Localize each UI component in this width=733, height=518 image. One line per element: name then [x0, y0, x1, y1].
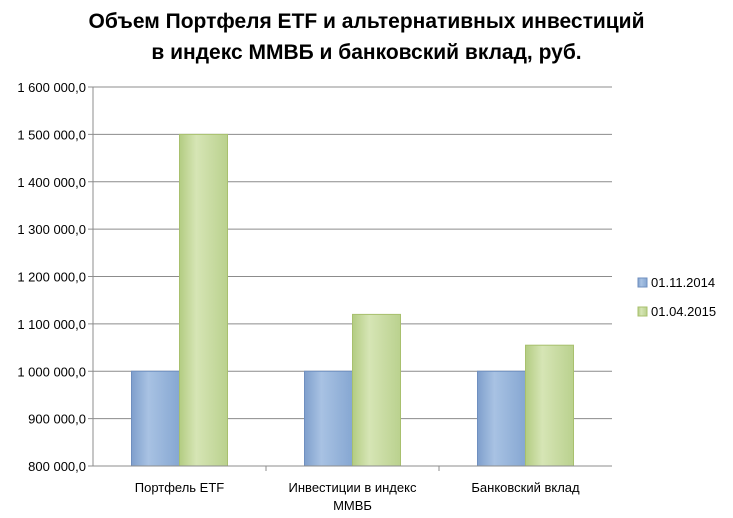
y-tick-label: 800 000,0 [28, 459, 86, 474]
bar-series-1 [477, 370, 526, 467]
legend-swatch [637, 306, 648, 317]
y-tick-label: 1 600 000,0 [17, 80, 86, 95]
bar-series-1 [304, 370, 353, 467]
x-category-label: Инвестиции в индекс [289, 480, 417, 495]
bars [131, 133, 574, 467]
chart-title-line-1: Объем Портфеля ETF и альтернативных инве… [88, 10, 645, 33]
y-tick-label: 1 300 000,0 [17, 222, 86, 237]
x-category-label: ММВБ [333, 498, 372, 513]
bar-series-2 [179, 133, 228, 467]
chart-title-line-2: в индекс ММВБ и банковский вклад, руб. [151, 41, 582, 64]
bar-series-1 [131, 370, 180, 467]
legend-label: 01.11.2014 [651, 275, 715, 290]
bar-series-2 [525, 344, 574, 467]
y-tick-label: 1 500 000,0 [17, 127, 86, 142]
x-category-label: Портфель ETF [135, 480, 225, 495]
y-tick-label: 900 000,0 [28, 412, 86, 427]
y-tick-label: 1 200 000,0 [17, 270, 86, 285]
y-tick-label: 1 400 000,0 [17, 175, 86, 190]
chart-title: Объем Портфеля ETF и альтернативных инве… [0, 6, 733, 68]
legend: 01.11.2014 01.04.2015 [637, 275, 716, 319]
legend-label: 01.04.2015 [651, 304, 716, 319]
y-tick-label: 1 000 000,0 [17, 364, 86, 379]
y-tick-label: 1 100 000,0 [17, 317, 86, 332]
x-category-label: Банковский вклад [471, 480, 580, 495]
axes: 800 000,0 900 000,0 1 000 000,0 1 100 000,0… [17, 80, 612, 513]
legend-swatch [637, 277, 648, 288]
bar-series-2 [352, 313, 401, 467]
